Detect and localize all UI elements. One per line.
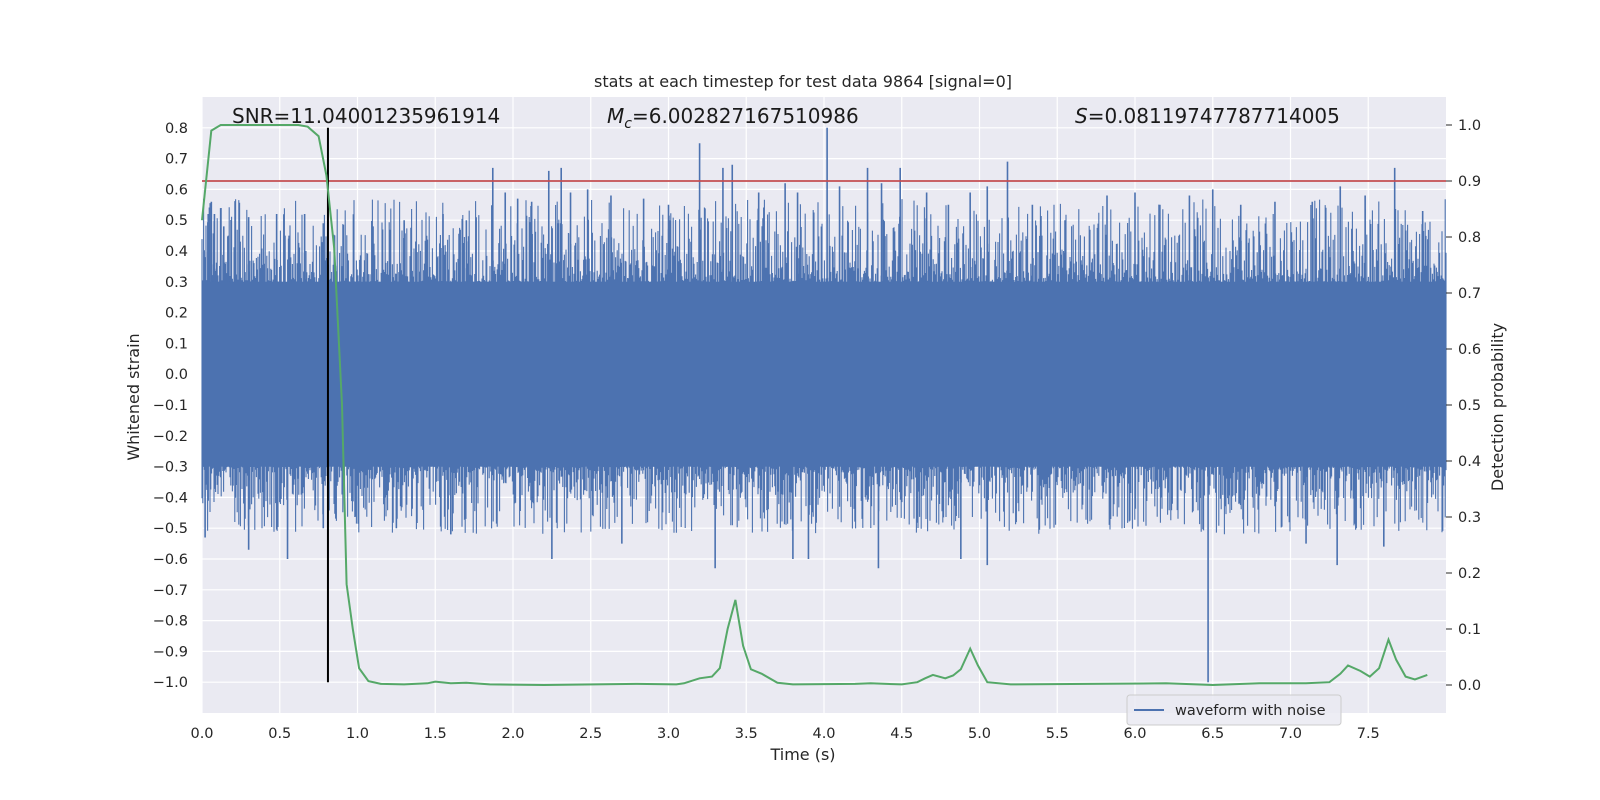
y-left-tick-label: −0.1 <box>153 398 188 414</box>
y-axis-left-ticks: 0.8 0.7 0.6 0.5 0.4 0.3 0.2 0.1 0.0 −0.1 −0.2 −0.3 −… <box>153 121 188 691</box>
y-left-tick-label: 0.7 <box>165 152 188 168</box>
x-axis-label: Time (s) <box>769 745 835 764</box>
x-tick-label: 5.5 <box>1046 726 1069 742</box>
x-tick-label: 5.0 <box>968 726 991 742</box>
y-left-tick-label: −0.9 <box>153 644 188 660</box>
x-tick-label: 7.0 <box>1279 726 1302 742</box>
x-tick-label: 1.5 <box>424 726 447 742</box>
legend: waveform with noise <box>1126 694 1342 726</box>
x-tick-label: 6.0 <box>1123 726 1146 742</box>
chirp-mass-subscript: c <box>624 116 632 132</box>
detection-probability-line <box>201 124 1428 687</box>
y-left-tick-label: −0.3 <box>153 460 188 476</box>
y-right-tick-label: 0.3 <box>1458 510 1481 526</box>
y-axis-right-ticks: 1.0 0.9 0.8 0.7 0.6 0.5 0.4 0.3 0.2 0.1 0.0 <box>1446 118 1481 694</box>
y-right-tick-label: 0.5 <box>1458 398 1481 414</box>
y-left-tick-label: 0.3 <box>165 275 188 291</box>
x-tick-label: 0.0 <box>190 726 213 742</box>
x-axis-ticks: 0.0 0.5 1.0 1.5 2.0 2.5 3.0 3.5 4.0 4.5 5.0 5.5 6.0 6… <box>190 726 1379 742</box>
chirp-mass-value: =6.002827167510986 <box>632 104 859 128</box>
x-tick-label: 2.5 <box>579 726 602 742</box>
y-left-tick-label: −0.7 <box>153 583 188 599</box>
y-axis-left-label: Whitened strain <box>124 333 143 460</box>
x-tick-label: 0.5 <box>268 726 291 742</box>
waveform-series <box>201 127 1447 683</box>
y-right-tick-label: 0.6 <box>1458 342 1481 358</box>
y-left-tick-label: −1.0 <box>153 675 188 691</box>
s-symbol: S <box>1075 104 1088 128</box>
chart-title: stats at each timestep for test data 986… <box>594 72 1012 91</box>
y-right-tick-label: 0.1 <box>1458 622 1481 638</box>
x-tick-label: 1.0 <box>346 726 369 742</box>
y-left-tick-label: −0.5 <box>153 521 188 537</box>
x-tick-label: 4.0 <box>812 726 835 742</box>
y-left-tick-label: 0.1 <box>165 336 188 352</box>
x-tick-label: 2.0 <box>501 726 524 742</box>
y-axis-right-label: Detection probability <box>1488 323 1507 491</box>
x-tick-label: 4.5 <box>890 726 913 742</box>
y-right-tick-label: 0.4 <box>1458 454 1481 470</box>
s-value: =0.08119747787714005 <box>1088 104 1340 128</box>
chirp-mass-symbol: M <box>607 104 624 128</box>
x-tick-label: 3.5 <box>735 726 758 742</box>
y-left-tick-label: 0.2 <box>165 306 188 322</box>
y-right-tick-label: 0.2 <box>1458 566 1481 582</box>
x-tick-label: 7.5 <box>1357 726 1380 742</box>
legend-label-waveform: waveform with noise <box>1175 703 1326 719</box>
x-tick-label: 6.5 <box>1201 726 1224 742</box>
y-right-tick-label: 0.0 <box>1458 678 1481 694</box>
y-left-tick-label: 0.4 <box>165 244 188 260</box>
y-left-tick-label: −0.4 <box>153 490 188 506</box>
y-left-tick-label: −0.8 <box>153 614 188 630</box>
x-tick-label: 3.0 <box>657 726 680 742</box>
chirp-mass-annotation: Mc=6.002827167510986 <box>607 104 859 132</box>
y-right-tick-label: 1.0 <box>1458 118 1481 134</box>
s-annotation: S=0.08119747787714005 <box>1075 104 1340 128</box>
y-right-tick-label: 0.7 <box>1458 286 1481 302</box>
y-right-tick-label: 0.9 <box>1458 174 1481 190</box>
y-right-tick-label: 0.8 <box>1458 230 1481 246</box>
y-left-tick-label: 0.5 <box>165 213 188 229</box>
legend-box <box>1126 694 1342 726</box>
y-left-tick-label: 0.8 <box>165 121 188 137</box>
y-left-tick-label: 0.6 <box>165 182 188 198</box>
y-left-tick-label: 0.0 <box>165 367 188 383</box>
y-left-tick-label: −0.2 <box>153 429 188 445</box>
waveform-core-band <box>202 281 1446 467</box>
snr-annotation: SNR=11.04001235961914 <box>232 104 500 128</box>
y-left-tick-label: −0.6 <box>153 552 188 568</box>
